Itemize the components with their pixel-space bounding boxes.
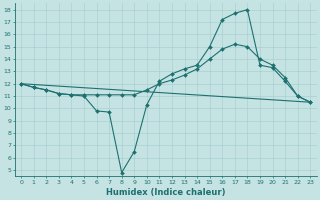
- X-axis label: Humidex (Indice chaleur): Humidex (Indice chaleur): [106, 188, 225, 197]
